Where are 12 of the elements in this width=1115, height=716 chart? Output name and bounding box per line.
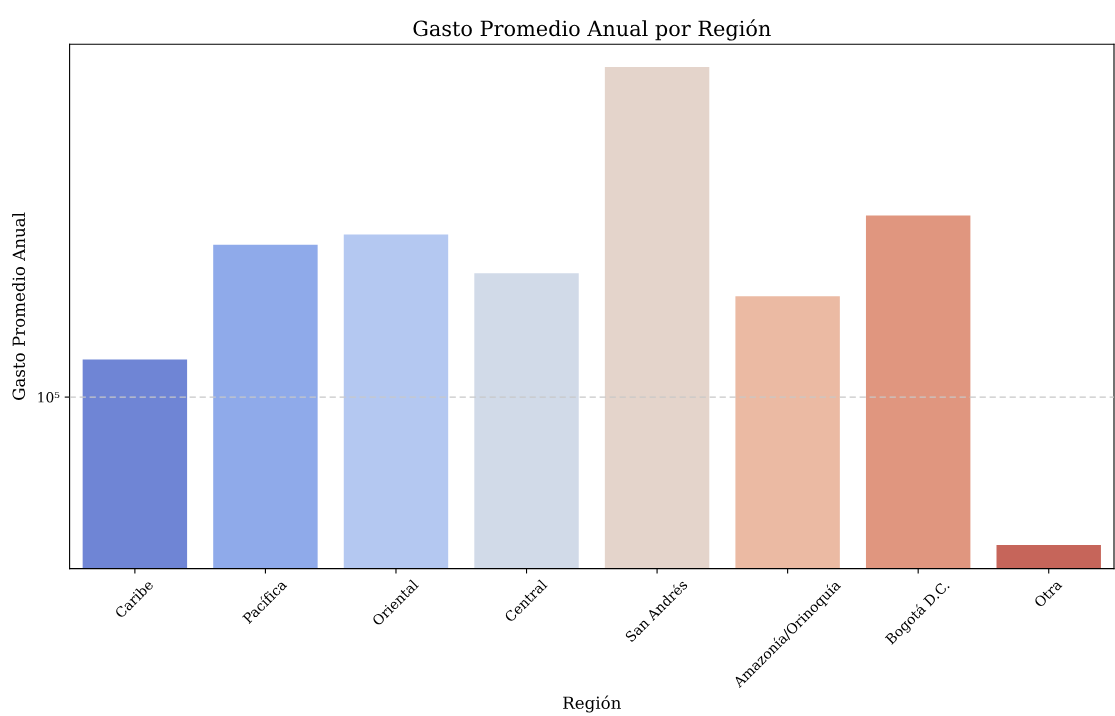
bar <box>604 67 710 569</box>
y-axis-title: Gasto Promedio Anual <box>12 212 26 400</box>
bar <box>735 296 840 569</box>
bar <box>865 215 971 569</box>
bar <box>343 234 449 569</box>
ref-line-label: 10⁵ <box>38 392 60 403</box>
bar <box>996 545 1101 569</box>
bar <box>474 273 579 569</box>
chart-title: Gasto Promedio Anual por Región <box>413 19 771 41</box>
bar <box>82 359 188 569</box>
bar <box>213 244 318 569</box>
x-axis-title: Región <box>563 695 621 713</box>
